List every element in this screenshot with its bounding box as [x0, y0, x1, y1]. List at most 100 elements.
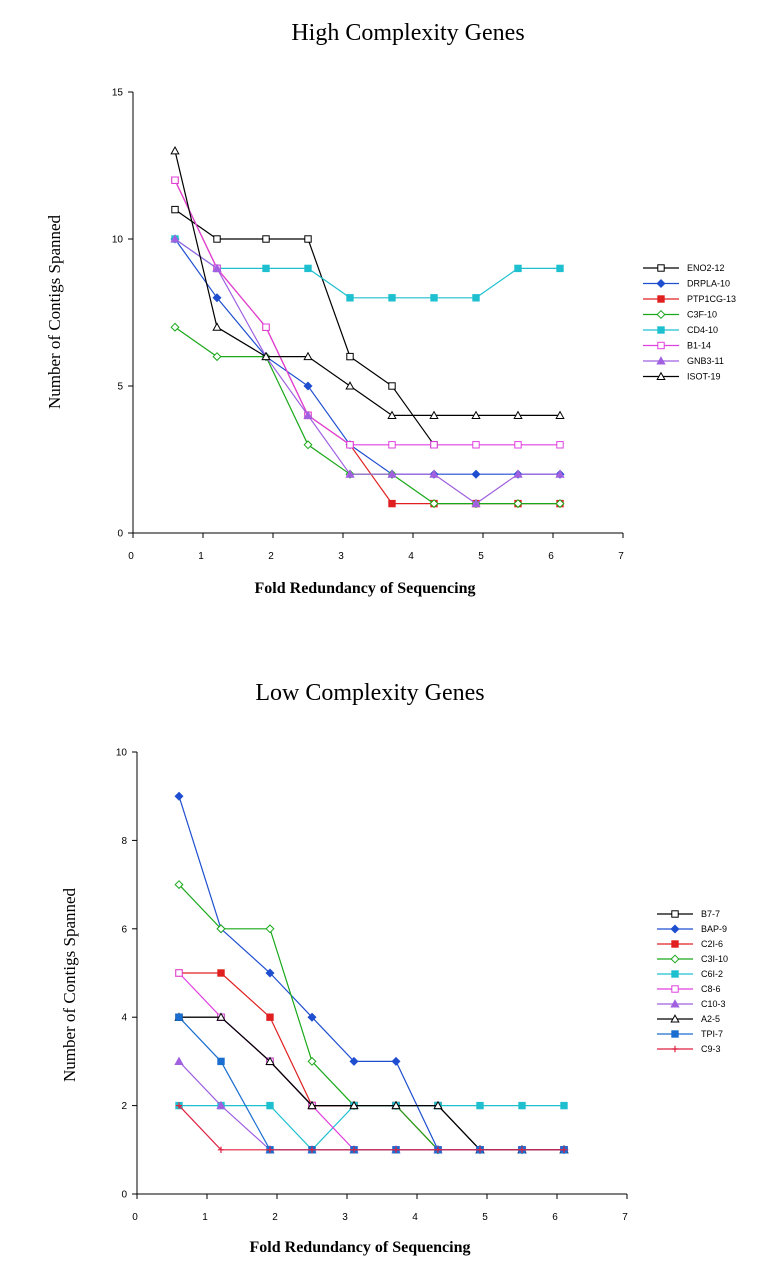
legend-label: ENO2-12 — [687, 263, 725, 273]
x-tick-label: 5 — [482, 1212, 488, 1223]
data-point — [217, 1146, 225, 1153]
legend-label: B1-14 — [687, 341, 711, 351]
data-point — [518, 1101, 526, 1110]
data-point — [171, 176, 179, 184]
data-point — [388, 382, 396, 390]
data-point — [212, 352, 222, 362]
legend-item: ENO2-12 — [643, 263, 725, 273]
data-point — [307, 1056, 317, 1066]
legend-item: A2-5 — [657, 1014, 720, 1024]
series-ISOT-19 — [170, 145, 565, 419]
legend-item: B1-14 — [643, 341, 711, 351]
data-point — [216, 1100, 226, 1110]
y-tick-label: 8 — [121, 836, 127, 847]
data-point — [304, 235, 312, 243]
legend-item: C9-3 — [657, 1044, 721, 1054]
legend-label: B7-7 — [701, 909, 720, 919]
data-point — [345, 381, 355, 390]
series-line — [174, 238, 560, 505]
legend-marker — [670, 1014, 680, 1023]
plot-area: 0 5 10 15 0 1 2 3 4 5 6 7 ENO2-12 DRPLA-10 PTP1CG-13 C3… — [112, 88, 736, 563]
data-point — [174, 1056, 184, 1065]
data-point — [555, 499, 565, 509]
y-tick-label: 5 — [117, 382, 123, 393]
data-point — [262, 235, 270, 243]
y-tick-label: 4 — [121, 1013, 127, 1024]
series-line — [178, 1105, 564, 1151]
data-point — [217, 969, 225, 977]
chart-title: Low Complexity Genes — [255, 680, 484, 706]
legend-marker — [671, 910, 679, 918]
legend-marker — [670, 999, 680, 1008]
data-point — [513, 469, 523, 478]
legend-item: BAP-9 — [657, 924, 727, 934]
legend-marker — [657, 326, 665, 334]
data-point — [349, 1056, 359, 1066]
series-C9-3 — [175, 1102, 568, 1153]
data-point — [434, 1146, 442, 1153]
data-point — [514, 441, 522, 449]
high-complexity-chart: High Complexity Genes Number of Contigs … — [45, 20, 736, 597]
series-BAP-9 — [174, 791, 569, 1155]
series-GNB3-11 — [170, 234, 565, 508]
data-point — [346, 352, 354, 361]
x-tick-label: 6 — [548, 551, 554, 562]
x-tick-label: 2 — [272, 1212, 278, 1223]
legend-item: C3F-10 — [643, 310, 717, 320]
series-line — [174, 238, 560, 475]
legend-marker — [657, 341, 665, 350]
y-tick-label: 6 — [121, 924, 127, 935]
data-point — [174, 791, 184, 801]
x-tick-label: 7 — [622, 1212, 628, 1223]
data-point — [307, 1012, 317, 1022]
legend-marker — [670, 954, 680, 964]
series-B1-14 — [171, 176, 564, 449]
series-TPI-7 — [175, 1013, 568, 1154]
legend-marker — [671, 985, 679, 993]
data-point — [345, 469, 355, 478]
data-point — [216, 1012, 226, 1021]
data-point — [476, 1101, 484, 1110]
data-point — [174, 880, 184, 890]
data-point — [265, 924, 275, 934]
data-point — [518, 1146, 526, 1153]
legend-label: BAP-9 — [701, 924, 727, 934]
plot-area: 0 2 4 6 8 10 0 1 2 3 4 5 6 7 B7-7 BAP-9 C2I-6 C3I-10 C6I-2… — [116, 748, 728, 1224]
data-point — [265, 968, 275, 978]
legend-item: C6I-2 — [657, 969, 723, 979]
data-point — [349, 1100, 359, 1110]
series-C6I-2 — [175, 1101, 568, 1154]
legend-marker — [671, 970, 679, 978]
data-point — [471, 498, 481, 508]
x-tick-label: 6 — [552, 1212, 558, 1223]
data-point — [262, 264, 270, 273]
data-point — [170, 234, 180, 243]
data-point — [472, 294, 480, 302]
legend-marker — [657, 264, 665, 272]
data-point — [212, 263, 222, 272]
series-line — [178, 796, 564, 1151]
legend-label: C3F-10 — [687, 310, 717, 320]
data-point — [304, 264, 312, 273]
data-point — [556, 264, 564, 273]
data-point — [212, 293, 222, 303]
legend-item: TPI-7 — [657, 1029, 723, 1039]
y-tick-label: 10 — [116, 748, 128, 759]
data-point — [303, 410, 313, 419]
data-point — [346, 441, 354, 449]
data-point — [392, 1146, 400, 1153]
x-tick-label: 1 — [202, 1212, 208, 1223]
data-point — [266, 1146, 274, 1153]
data-point — [391, 1100, 401, 1110]
data-point — [471, 469, 481, 479]
data-point — [303, 351, 313, 361]
data-point — [170, 322, 180, 332]
x-tick-label: 4 — [412, 1212, 418, 1223]
legend-label: C10-3 — [701, 999, 726, 1009]
data-point — [307, 1100, 317, 1110]
data-point — [261, 351, 271, 361]
low-complexity-chart: Low Complexity Genes Number of Contigs S… — [60, 680, 728, 1256]
legend-item: GNB3-11 — [643, 356, 724, 366]
legend-item: B7-7 — [657, 909, 720, 919]
data-point — [560, 1101, 568, 1110]
